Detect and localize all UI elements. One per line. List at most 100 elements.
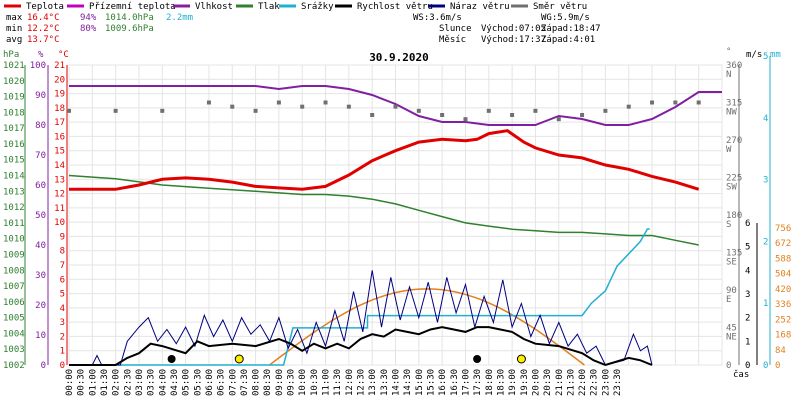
tick-label-c: 2 — [60, 332, 65, 342]
legend-label: Vlhkost — [195, 2, 233, 12]
tick-label-time: 05:00 — [182, 369, 192, 396]
tick-label-radiation: 168 — [775, 331, 791, 341]
wind-direction-dot — [580, 113, 585, 117]
tick-label-hpa: 1002 — [3, 361, 25, 371]
legend-label: Směr větru — [533, 2, 587, 12]
stat-max-hum: 94% — [80, 13, 97, 23]
tick-label-pct: 30 — [35, 271, 46, 281]
tick-label-deg: 135 — [726, 249, 742, 259]
sunrise-marker — [234, 354, 244, 364]
tick-label-c: 17 — [54, 118, 65, 128]
tick-label-radiation: 84 — [775, 346, 786, 356]
pressure-line — [68, 174, 699, 246]
legend-label: Rychlost větru — [357, 2, 433, 12]
tick-label-c: 21 — [54, 61, 65, 71]
tick-label-time: 16:30 — [450, 369, 460, 396]
tick-label-hpa: 1020 — [3, 77, 25, 87]
tick-label-hpa: 1006 — [3, 298, 25, 308]
tick-label-time: 22:30 — [590, 369, 600, 396]
ws-value: WS:3.6m/s — [413, 13, 462, 23]
tick-label-dir: NE — [726, 333, 737, 343]
wind-speed-line — [69, 326, 653, 367]
tick-label-radiation: 672 — [775, 239, 791, 249]
tick-label-c: 20 — [54, 75, 65, 85]
tick-label-deg: 360 — [726, 61, 742, 71]
sun-rise: Východ:07:05 — [481, 24, 546, 34]
tick-label-time: 21:30 — [566, 369, 576, 396]
tick-label-time: 13:30 — [380, 369, 390, 396]
stat-max-label: max — [6, 13, 23, 23]
tick-label-c: 9 — [60, 232, 65, 242]
tick-label-deg: 225 — [726, 174, 742, 184]
tick-label-dir: W — [726, 145, 732, 155]
wind-direction-dot — [206, 100, 211, 105]
tick-label-c: 13 — [54, 175, 65, 185]
tick-label-deg: 315 — [726, 99, 742, 109]
tick-label-dir: S — [726, 220, 731, 230]
tick-label-dir: NW — [726, 108, 737, 118]
tick-label-dir: SW — [726, 183, 737, 193]
tick-label-pct: 20 — [35, 301, 46, 311]
tick-label-ms: 0 — [745, 361, 750, 371]
wind-direction-dot — [463, 117, 468, 122]
wind-gust-line — [69, 270, 653, 366]
tick-label-mm: 3 — [763, 176, 768, 186]
wind-direction-dot — [510, 113, 515, 117]
tick-label-mm: 0 — [763, 361, 768, 371]
tick-label-c: 0 — [60, 361, 65, 371]
tick-label-time: 04:00 — [158, 369, 168, 396]
tick-label-time: 02:00 — [112, 369, 122, 396]
wind-direction-dot — [440, 113, 445, 117]
wind-direction-dot — [556, 117, 561, 122]
tick-label-pct: 0 — [41, 361, 46, 371]
tick-label-pct: 80 — [35, 121, 46, 131]
tick-label-hpa: 1016 — [3, 140, 25, 150]
tick-label-time: 14:30 — [403, 369, 413, 396]
wind-direction-dot — [533, 108, 538, 113]
tick-label-ms: 2 — [745, 314, 750, 324]
tick-label-hpa: 1017 — [3, 124, 25, 134]
moon-set: Západ:4:01 — [541, 35, 595, 45]
sun-set: Západ:18:47 — [541, 24, 601, 34]
wind-direction-dot — [673, 100, 678, 105]
tick-label-pct: 60 — [35, 181, 46, 191]
tick-label-pct: 90 — [35, 91, 46, 101]
tick-label-hpa: 1013 — [3, 187, 25, 197]
tick-label-time: 04:30 — [170, 369, 180, 396]
legend-label: Srážky — [301, 2, 334, 12]
chart-title: 30.9.2020 — [369, 51, 429, 64]
tick-label-ms: 5 — [745, 243, 750, 253]
tick-label-time: 07:30 — [240, 369, 250, 396]
tick-label-pct: 40 — [35, 241, 46, 251]
tick-label-dir: N — [726, 70, 731, 80]
wind-direction-dot — [323, 100, 328, 105]
tick-label-time: 23:30 — [613, 369, 623, 396]
wind-direction-dot — [416, 108, 421, 113]
tick-label-time: 22:00 — [578, 369, 588, 396]
tick-label-hpa: 1007 — [3, 282, 25, 292]
axis-title-c: °C — [58, 50, 69, 60]
tick-label-c: 1 — [60, 347, 65, 357]
legend-label: Náraz větru — [450, 2, 510, 12]
tick-label-c: 18 — [54, 104, 65, 114]
tick-label-time: 11:30 — [333, 369, 343, 396]
tick-label-time: 09:00 — [275, 369, 285, 396]
stat-avg-temp: 13.7°C — [27, 35, 60, 45]
tick-label-radiation: 252 — [775, 315, 791, 325]
tick-label-deg: 0 — [726, 361, 731, 371]
tick-label-deg: 90 — [726, 286, 737, 296]
axis-title-mm: mm — [770, 50, 781, 60]
wind-direction-dot — [253, 108, 258, 113]
wind-direction-dot — [300, 104, 305, 109]
tick-label-time: 01:30 — [100, 369, 110, 396]
tick-label-mm: 5 — [763, 52, 768, 62]
tick-label-time: 15:30 — [426, 369, 436, 396]
tick-label-radiation: 588 — [775, 254, 791, 264]
wind-direction-dot — [696, 100, 701, 105]
temperature-line — [69, 129, 700, 191]
wind-direction-dot — [393, 104, 398, 109]
tick-label-c: 15 — [54, 147, 65, 157]
humidity-line — [69, 85, 722, 126]
tick-label-time: 03:30 — [147, 369, 157, 396]
